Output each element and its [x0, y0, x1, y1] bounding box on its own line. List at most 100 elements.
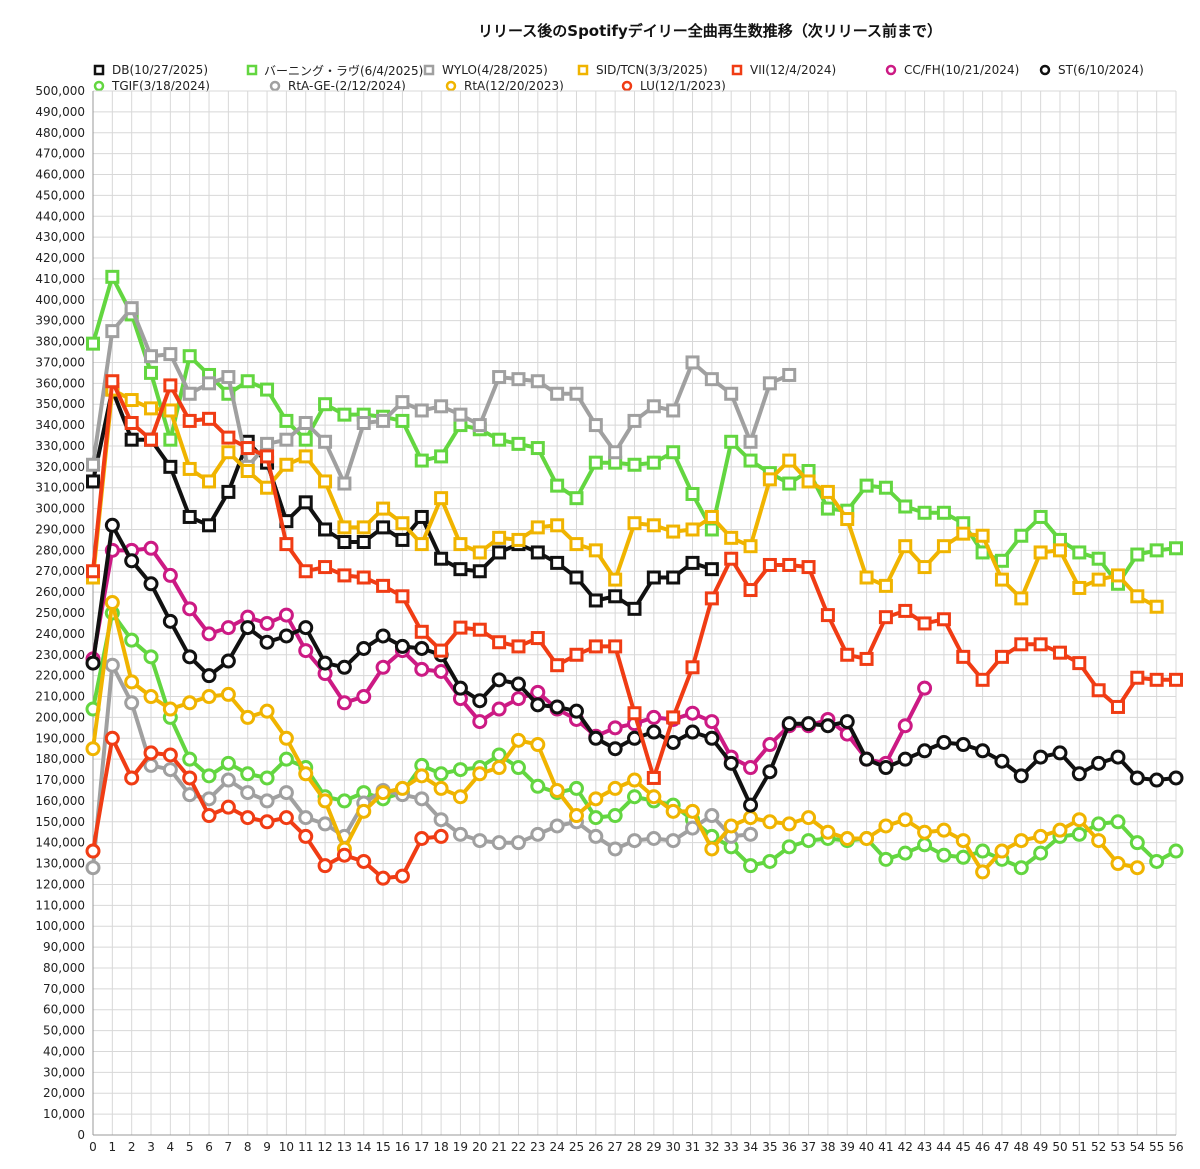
- data-point: [318, 397, 333, 412]
- x-tick-label: 13: [337, 1140, 352, 1154]
- data-point: [820, 484, 835, 499]
- data-point: [124, 393, 139, 408]
- data-point: [743, 858, 759, 874]
- data-point: [279, 537, 294, 552]
- x-tick-label: 40: [859, 1140, 874, 1154]
- data-point: [627, 706, 642, 721]
- y-tick-label: 20,000: [43, 1086, 85, 1100]
- data-point: [588, 791, 604, 807]
- data-point: [376, 520, 391, 535]
- x-tick-label: 53: [1110, 1140, 1125, 1154]
- data-point: [144, 365, 159, 380]
- data-point: [221, 430, 236, 445]
- x-tick-label: 1: [109, 1140, 117, 1154]
- x-tick-label: 7: [225, 1140, 233, 1154]
- legend-label: SID/TCN(3/3/2025): [596, 63, 708, 77]
- y-tick-label: 500,000: [35, 84, 85, 98]
- data-point: [666, 524, 681, 539]
- data-point: [86, 564, 100, 579]
- data-point: [240, 766, 256, 782]
- data-point: [569, 537, 584, 552]
- data-point: [144, 401, 159, 416]
- data-point: [801, 716, 817, 732]
- data-point: [1091, 833, 1107, 849]
- series-5: [85, 517, 1184, 813]
- data-point: [395, 532, 410, 547]
- data-point: [627, 457, 642, 472]
- data-point: [317, 816, 333, 832]
- data-point: [1149, 853, 1165, 869]
- data-point: [298, 810, 314, 826]
- data-point: [492, 530, 507, 545]
- series-1: [85, 657, 759, 876]
- x-tick-label: 15: [375, 1140, 390, 1154]
- series-lines: [85, 269, 1184, 886]
- data-point: [472, 564, 487, 579]
- x-tick-label: 3: [147, 1140, 155, 1154]
- data-point: [279, 413, 294, 428]
- square-marker-icon: [92, 63, 106, 77]
- data-point: [317, 655, 333, 671]
- data-point: [395, 395, 410, 410]
- data-point: [414, 509, 429, 524]
- data-point: [510, 676, 526, 692]
- data-point: [936, 734, 952, 750]
- data-point: [453, 562, 468, 577]
- data-point: [336, 847, 352, 863]
- data-point: [530, 545, 545, 560]
- legend: DB(10/27/2025) バーニング・ラヴ(6/4/2025) WYLO(4/2…: [92, 62, 1192, 94]
- data-point: [859, 570, 874, 585]
- circle-marker-icon: [444, 79, 458, 93]
- x-tick-label: 4: [167, 1140, 175, 1154]
- x-tick-label: 25: [569, 1140, 584, 1154]
- legend-label: RtA-GE-(2/12/2024): [288, 79, 406, 93]
- data-point: [1149, 772, 1165, 788]
- data-point: [336, 695, 352, 711]
- data-point: [394, 780, 410, 796]
- data-point: [162, 613, 178, 629]
- data-point: [278, 730, 294, 746]
- data-point: [646, 709, 662, 725]
- data-point: [665, 833, 681, 849]
- data-point: [433, 663, 449, 679]
- x-tick-label: 26: [588, 1140, 603, 1154]
- data-point: [375, 659, 391, 675]
- y-tick-label: 390,000: [35, 314, 85, 328]
- data-point: [1052, 543, 1067, 558]
- legend-label: DB(10/27/2025): [112, 63, 208, 77]
- data-point: [337, 535, 352, 550]
- data-point: [356, 415, 371, 430]
- data-point: [143, 649, 159, 665]
- data-point: [550, 478, 565, 493]
- data-point: [104, 517, 120, 533]
- data-point: [704, 562, 719, 577]
- data-point: [685, 522, 700, 537]
- data-point: [1013, 860, 1029, 876]
- data-point: [492, 545, 507, 560]
- y-tick-label: 40,000: [43, 1044, 85, 1058]
- data-point: [975, 672, 990, 687]
- data-point: [839, 714, 855, 730]
- data-point: [240, 785, 256, 801]
- data-point: [588, 418, 603, 433]
- data-point: [646, 570, 661, 585]
- data-point: [162, 567, 178, 583]
- data-point: [1168, 770, 1184, 786]
- data-point: [414, 791, 430, 807]
- data-point: [279, 432, 294, 447]
- data-point: [550, 555, 565, 570]
- data-point: [898, 499, 913, 514]
- data-point: [1071, 766, 1087, 782]
- data-point: [201, 668, 217, 684]
- x-tick-label: 31: [685, 1140, 700, 1154]
- x-tick-label: 9: [263, 1140, 271, 1154]
- data-point: [182, 770, 198, 786]
- data-point: [202, 411, 217, 426]
- data-point: [704, 841, 720, 857]
- data-point: [298, 828, 314, 844]
- data-point: [336, 659, 352, 675]
- data-point: [530, 826, 546, 842]
- data-point: [163, 378, 178, 393]
- data-point: [376, 413, 391, 428]
- data-point: [994, 553, 1009, 568]
